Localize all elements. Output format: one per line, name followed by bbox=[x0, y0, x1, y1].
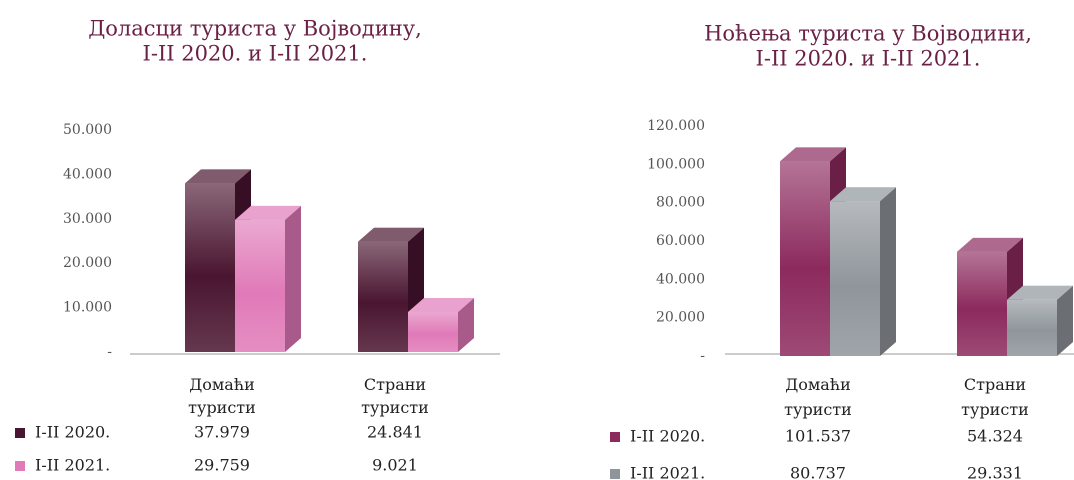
table-value: 29.331 bbox=[967, 464, 1023, 480]
label-line: туристи bbox=[188, 398, 256, 417]
chart-title: Доласци туриста у Војводину, bbox=[88, 17, 422, 41]
bar-top-shade bbox=[1007, 285, 1073, 300]
legend-swatch bbox=[610, 469, 620, 479]
bar-top-shade bbox=[408, 297, 474, 312]
y-tick-label: 40.000 bbox=[656, 271, 705, 287]
bar-top bbox=[358, 227, 424, 242]
legend-swatch bbox=[15, 461, 25, 471]
legend-swatch bbox=[15, 428, 25, 438]
bar-side-shade bbox=[285, 205, 301, 352]
bar-side bbox=[458, 297, 474, 352]
bar-side-shade bbox=[1057, 285, 1073, 356]
x-tick-label: Домаћи туристи bbox=[784, 375, 852, 419]
x-tick-label: Страни туристи bbox=[961, 375, 1029, 419]
label-line: туристи bbox=[784, 400, 852, 419]
y-tick-label: - bbox=[107, 344, 112, 360]
y-tick-label: 100.000 bbox=[647, 156, 705, 172]
table-value: 54.324 bbox=[967, 427, 1023, 446]
y-tick-label: 40.000 bbox=[63, 166, 112, 182]
y-tick-label: 20.000 bbox=[656, 310, 705, 326]
table-value: 9.021 bbox=[372, 456, 418, 475]
y-tick-label: 50.000 bbox=[63, 122, 112, 138]
bar-side bbox=[880, 187, 896, 356]
chart-title: Ноћења туриста у Војводини, bbox=[704, 22, 1032, 46]
bar-side bbox=[285, 205, 301, 352]
bar-shine bbox=[185, 183, 235, 352]
bar-top-shade bbox=[957, 237, 1023, 252]
table-value: 24.841 bbox=[367, 423, 423, 442]
bar-top-shade bbox=[235, 205, 301, 220]
legend-swatch bbox=[610, 432, 620, 442]
y-tick-label: - bbox=[700, 348, 705, 364]
bar-shine bbox=[358, 241, 408, 352]
bar-side-shade bbox=[458, 297, 474, 352]
bar-top bbox=[830, 187, 896, 202]
y-tick-label: 10.000 bbox=[63, 300, 112, 316]
bar-side bbox=[1057, 285, 1073, 356]
table-value: 101.537 bbox=[785, 427, 851, 446]
table-value: 37.979 bbox=[194, 423, 250, 442]
bar-side-shade bbox=[880, 187, 896, 356]
y-tick-label: 20.000 bbox=[63, 255, 112, 271]
bar-top bbox=[235, 205, 301, 220]
label-line: туристи bbox=[961, 400, 1029, 419]
bar-top bbox=[408, 297, 474, 312]
bar-top bbox=[780, 147, 846, 162]
bar-shine bbox=[957, 251, 1007, 356]
label-line: Домаћи bbox=[785, 375, 851, 394]
bar-top bbox=[1007, 285, 1073, 300]
bar-top-shade bbox=[185, 169, 251, 184]
bar-shine bbox=[408, 311, 458, 352]
bar-top-shade bbox=[780, 147, 846, 162]
chart-title: I-II 2020. и I-II 2021. bbox=[756, 47, 981, 71]
label-line: Страни bbox=[364, 375, 426, 394]
bar-top bbox=[957, 237, 1023, 252]
legend-label: I-II 2020. bbox=[35, 423, 110, 442]
label-line: туристи bbox=[361, 398, 429, 417]
label-line: Страни bbox=[964, 375, 1026, 394]
table-value: 80.737 bbox=[790, 464, 846, 480]
bar-shine bbox=[235, 219, 285, 352]
y-tick-label: 60.000 bbox=[656, 233, 705, 249]
legend-label: I-II 2020. bbox=[630, 427, 705, 446]
legend-label: I-II 2021. bbox=[630, 464, 705, 480]
y-tick-label: 80.000 bbox=[656, 195, 705, 211]
legend-label: I-II 2021. bbox=[35, 456, 110, 475]
bar-top-shade bbox=[358, 227, 424, 242]
bar-top bbox=[185, 169, 251, 184]
table-value: 29.759 bbox=[194, 456, 250, 475]
bar-shine bbox=[830, 201, 880, 356]
x-tick-label: Домаћи туристи bbox=[188, 375, 256, 417]
bar-shine bbox=[780, 161, 830, 356]
chart-title: I-II 2020. и I-II 2021. bbox=[143, 42, 368, 66]
label-line: Домаћи bbox=[189, 375, 255, 394]
bar-shine bbox=[1007, 299, 1057, 356]
y-tick-label: 120.000 bbox=[647, 118, 705, 134]
bar-top-shade bbox=[830, 187, 896, 202]
x-tick-label: Страни туристи bbox=[361, 375, 429, 417]
y-tick-label: 30.000 bbox=[63, 211, 112, 227]
